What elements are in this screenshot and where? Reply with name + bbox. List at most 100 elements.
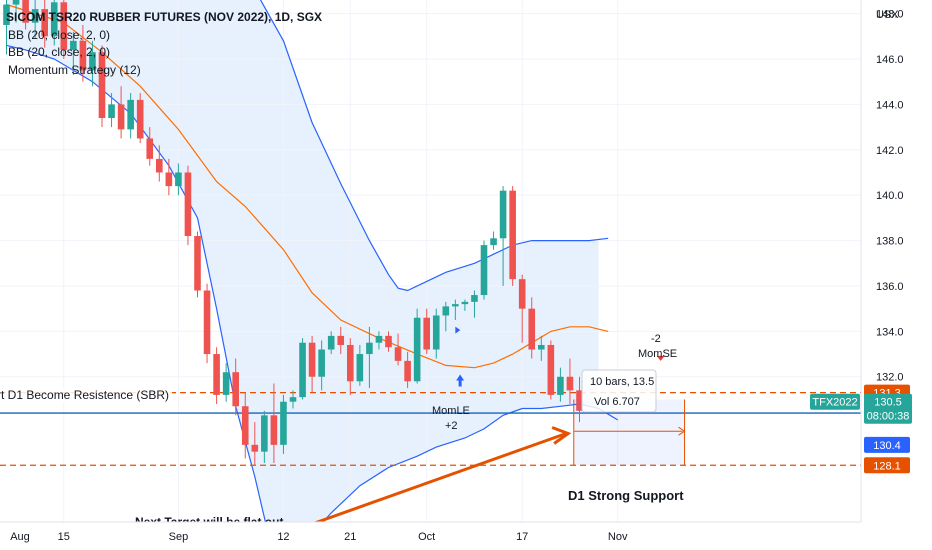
candle bbox=[442, 301, 450, 332]
candle bbox=[175, 163, 182, 196]
candle bbox=[308, 335, 316, 393]
candle bbox=[432, 308, 440, 359]
candle-body bbox=[41, 9, 48, 37]
level-lower-tag-text: 128.1 bbox=[873, 460, 901, 472]
x-tick-label: 17 bbox=[516, 531, 528, 543]
x-tick-label: Oct bbox=[418, 531, 435, 543]
candle bbox=[385, 331, 392, 352]
candle bbox=[31, 0, 39, 39]
legend-momentum[interactable]: Momentum Strategy (12) bbox=[8, 63, 141, 77]
candle-body bbox=[299, 342, 306, 398]
chart-title[interactable]: SICOM TSR20 RUBBER FUTURES (NOV 2022), 1… bbox=[6, 10, 322, 24]
time-axis[interactable] bbox=[0, 521, 932, 550]
candle-body bbox=[518, 279, 526, 309]
y-tick-label: 148.0 bbox=[876, 9, 904, 21]
candle-body bbox=[375, 335, 383, 343]
candle bbox=[213, 347, 220, 404]
candle bbox=[509, 186, 516, 286]
candle bbox=[127, 93, 134, 139]
time-axis-bg bbox=[0, 522, 932, 550]
candle-body bbox=[232, 372, 239, 407]
candle bbox=[89, 40, 96, 87]
candle bbox=[41, 0, 48, 48]
candle bbox=[394, 333, 402, 366]
candle-body bbox=[442, 306, 450, 316]
candle-body bbox=[70, 40, 77, 50]
candle-body bbox=[261, 415, 268, 452]
candle-body bbox=[413, 317, 421, 382]
candle bbox=[194, 231, 201, 298]
symbol-tag-text: TFX2022 bbox=[812, 397, 857, 409]
bb-value-tag[interactable]: 130.4 bbox=[864, 436, 910, 453]
candle bbox=[471, 290, 478, 318]
candle bbox=[547, 340, 555, 400]
candle-body bbox=[366, 342, 373, 355]
symbol-tag[interactable]: TFX2022 bbox=[810, 393, 860, 410]
candle-body bbox=[289, 397, 297, 402]
candle-body bbox=[79, 40, 87, 71]
y-tick-label: 138.0 bbox=[876, 236, 904, 248]
candle bbox=[518, 274, 526, 343]
y-tick-labels: 132.0 134.0 136.0 138.0 140.0 142.0 144.0 146.0… bbox=[876, 9, 904, 384]
candle bbox=[184, 165, 192, 246]
candle bbox=[108, 93, 115, 128]
candle-body bbox=[213, 354, 220, 395]
measure-bars-text: 10 bars, 13.5 bbox=[590, 376, 654, 388]
resistance-text-bg bbox=[0, 388, 172, 402]
candle-body bbox=[509, 190, 516, 280]
resistance-label[interactable]: rt D1 Become Resistence (SBR) bbox=[0, 388, 169, 402]
bb-value-tag-bg bbox=[864, 436, 910, 453]
candle bbox=[413, 308, 421, 384]
candle-body bbox=[184, 172, 192, 237]
last-price-text: 130.5 bbox=[874, 397, 902, 409]
candle-body bbox=[108, 104, 115, 119]
candle-body bbox=[432, 315, 440, 350]
candle bbox=[241, 392, 249, 459]
countdown-text: 08:00:38 bbox=[867, 411, 910, 423]
y-tick-label: 142.0 bbox=[876, 145, 904, 157]
candle-body bbox=[251, 444, 259, 452]
candle-body bbox=[222, 372, 230, 395]
candle-body bbox=[117, 104, 125, 130]
y-tick-label: 132.0 bbox=[876, 372, 904, 384]
candle-body bbox=[146, 138, 154, 159]
candle bbox=[251, 422, 259, 466]
candle-body bbox=[576, 390, 583, 411]
candle-body bbox=[3, 4, 10, 25]
candle bbox=[318, 340, 325, 391]
candle bbox=[222, 363, 230, 402]
candle-body bbox=[394, 347, 402, 361]
y-tick-label: 140.0 bbox=[876, 190, 904, 202]
candles-layer bbox=[3, 0, 583, 466]
candle-body bbox=[308, 342, 316, 377]
x-tick-label: 12 bbox=[277, 531, 289, 543]
candle bbox=[165, 158, 173, 196]
level-lower-tag[interactable]: 128.1 bbox=[864, 457, 910, 474]
candle bbox=[146, 127, 154, 166]
candle-body bbox=[127, 99, 134, 130]
candle bbox=[60, 0, 68, 60]
legend-bb-1[interactable]: BB (20, close, 2, 0) bbox=[8, 28, 110, 42]
momse-value: -2 bbox=[651, 333, 661, 345]
candle-body bbox=[60, 2, 68, 50]
support-label[interactable]: D1 Strong Support bbox=[568, 488, 684, 503]
candle-body bbox=[347, 344, 354, 382]
legend-bb-2[interactable]: BB (20, close, 2, 0) bbox=[8, 45, 110, 59]
candle-body bbox=[356, 354, 364, 382]
candle bbox=[375, 331, 383, 350]
candle-body bbox=[12, 0, 20, 5]
candle-body bbox=[566, 376, 574, 391]
measure-vol-text: Vol 6.707 bbox=[594, 396, 640, 408]
level-lower-tag-bg bbox=[864, 457, 910, 474]
candle bbox=[299, 338, 306, 400]
candle bbox=[356, 344, 364, 386]
currency-label: USX bbox=[876, 9, 899, 21]
candle-body bbox=[480, 245, 488, 296]
candle-body bbox=[280, 401, 287, 445]
candle bbox=[499, 186, 507, 286]
y-tick-label: 144.0 bbox=[876, 99, 904, 111]
last-price-tag[interactable]: 130.5 08:00:38 bbox=[864, 393, 912, 424]
candle-body bbox=[461, 301, 469, 305]
candle-body bbox=[499, 190, 507, 239]
